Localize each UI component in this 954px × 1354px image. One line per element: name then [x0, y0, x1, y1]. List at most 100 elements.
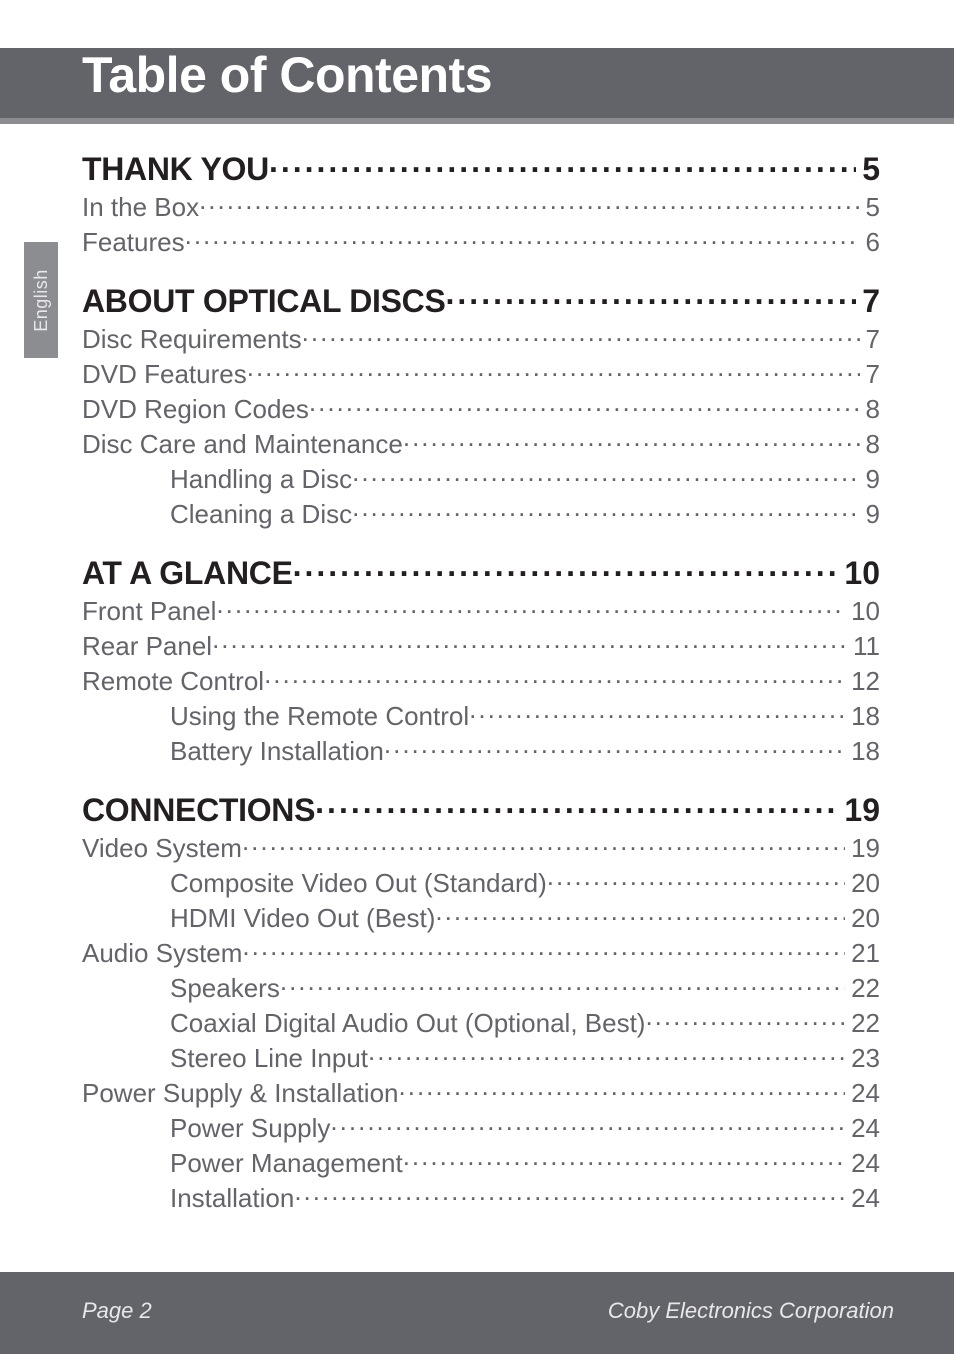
toc-entry-label: Installation: [170, 1183, 294, 1214]
toc-entry: Rear Panel 11: [82, 629, 880, 662]
toc-entry-page: 18: [845, 736, 880, 767]
toc-entry: Power Supply & Installation 24: [82, 1076, 880, 1109]
toc-entry-label: Remote Control: [82, 666, 264, 697]
toc-entry-label: Composite Video Out (Standard): [170, 868, 547, 899]
toc-entry-page: 24: [845, 1078, 880, 1109]
toc-entry: Power Management 24: [82, 1146, 880, 1179]
toc-entry: Composite Video Out (Standard) 20: [82, 866, 880, 899]
toc-entry-label: DVD Region Codes: [82, 394, 309, 425]
toc-entry-label: Speakers: [170, 973, 280, 1004]
toc-entry-label: In the Box: [82, 192, 199, 223]
toc-entry-label: DVD Features: [82, 359, 247, 390]
toc-entry: Cleaning a Disc 9: [82, 497, 880, 530]
toc-entry-page: 23: [845, 1043, 880, 1074]
toc-entry: Features 6: [82, 225, 880, 258]
toc-entry-label: Disc Requirements: [82, 324, 302, 355]
footer-company: Coby Electronics Corporation: [608, 1298, 894, 1324]
toc-entry-page: 24: [845, 1148, 880, 1179]
toc-entry: DVD Features 7: [82, 357, 880, 390]
toc-entry-label: Disc Care and Maintenance: [82, 429, 403, 460]
toc-entry-page: 24: [845, 1183, 880, 1214]
toc-leader-dots: [269, 148, 856, 180]
toc-leader-dots: [547, 866, 845, 892]
toc-entry-page: 7: [860, 359, 880, 390]
toc-entry-page: 12: [845, 666, 880, 697]
page-title: Table of Contents: [82, 46, 492, 104]
toc-entry-page: 7: [860, 324, 880, 355]
toc-leader-dots: [199, 190, 859, 216]
toc-entry-page: 21: [845, 938, 880, 969]
toc-entry-page: 6: [860, 227, 880, 258]
toc-leader-dots: [309, 392, 860, 418]
toc-entry-page: 8: [860, 394, 880, 425]
toc-leader-dots: [399, 1076, 846, 1102]
footer-page-number: Page 2: [82, 1298, 152, 1324]
toc-leader-dots: [469, 699, 845, 725]
toc-entry-label: Power Supply: [170, 1113, 330, 1144]
toc-leader-dots: [403, 427, 860, 453]
toc-leader-dots: [384, 734, 845, 760]
table-of-contents: THANK YOU 5 In the Box 5 Features 6 ABOUT O…: [82, 148, 880, 1214]
toc-entry-label: CONNECTIONS: [82, 792, 315, 829]
toc-entry-label: Features: [82, 227, 185, 258]
toc-leader-dots: [645, 1006, 845, 1032]
toc-entry: ABOUT OPTICAL DISCS 7: [82, 280, 880, 320]
toc-entry: Using the Remote Control 18: [82, 699, 880, 732]
toc-leader-dots: [280, 971, 845, 997]
toc-leader-dots: [302, 322, 860, 348]
toc-leader-dots: [264, 664, 845, 690]
toc-leader-dots: [403, 1146, 845, 1172]
toc-entry: Handling a Disc 9: [82, 462, 880, 495]
toc-entry: Video System 19: [82, 831, 880, 864]
toc-leader-dots: [315, 789, 838, 821]
toc-entry: Audio System 21: [82, 936, 880, 969]
toc-entry: AT A GLANCE 10: [82, 552, 880, 592]
toc-entry: Disc Care and Maintenance 8: [82, 427, 880, 460]
toc-entry-label: Front Panel: [82, 596, 216, 627]
toc-entry: Front Panel 10: [82, 594, 880, 627]
toc-entry-page: 18: [845, 701, 880, 732]
toc-entry: THANK YOU 5: [82, 148, 880, 188]
toc-entry-page: 20: [845, 903, 880, 934]
toc-entry-label: Battery Installation: [170, 736, 384, 767]
toc-entry-label: Cleaning a Disc: [170, 499, 352, 530]
toc-entry-page: 11: [847, 631, 880, 662]
toc-entry: Installation 24: [82, 1181, 880, 1214]
toc-leader-dots: [352, 462, 859, 488]
footer-bar: Page 2 Coby Electronics Corporation: [0, 1272, 954, 1354]
toc-entry-label: Power Management: [170, 1148, 403, 1179]
toc-entry-page: 8: [860, 429, 880, 460]
toc-leader-dots: [212, 629, 847, 655]
language-tab-label: English: [31, 269, 52, 332]
toc-leader-dots: [446, 280, 857, 312]
toc-entry-label: Using the Remote Control: [170, 701, 469, 732]
toc-entry-label: Stereo Line Input: [170, 1043, 368, 1074]
toc-entry: Stereo Line Input 23: [82, 1041, 880, 1074]
toc-entry-page: 5: [856, 151, 880, 188]
toc-entry: Battery Installation 18: [82, 734, 880, 767]
toc-entry-label: THANK YOU: [82, 151, 269, 188]
toc-entry: Remote Control 12: [82, 664, 880, 697]
toc-leader-dots: [242, 936, 845, 962]
toc-leader-dots: [242, 831, 845, 857]
toc-entry-label: Coaxial Digital Audio Out (Optional, Bes…: [170, 1008, 645, 1039]
toc-entry-label: Video System: [82, 833, 242, 864]
toc-entry-label: Rear Panel: [82, 631, 212, 662]
toc-entry-page: 7: [856, 283, 880, 320]
toc-leader-dots: [352, 497, 859, 523]
toc-leader-dots: [216, 594, 845, 620]
toc-entry: Coaxial Digital Audio Out (Optional, Bes…: [82, 1006, 880, 1039]
toc-entry: CONNECTIONS 19: [82, 789, 880, 829]
toc-entry-page: 24: [845, 1113, 880, 1144]
toc-entry-page: 10: [845, 596, 880, 627]
toc-entry-label: AT A GLANCE: [82, 555, 293, 592]
toc-entry: HDMI Video Out (Best) 20: [82, 901, 880, 934]
toc-entry-label: HDMI Video Out (Best): [170, 903, 435, 934]
toc-entry-label: ABOUT OPTICAL DISCS: [82, 283, 446, 320]
language-tab: English: [24, 242, 58, 358]
toc-entry-page: 19: [838, 792, 880, 829]
toc-leader-dots: [247, 357, 860, 383]
toc-entry: DVD Region Codes 8: [82, 392, 880, 425]
toc-entry-page: 10: [838, 555, 880, 592]
toc-entry-page: 20: [845, 868, 880, 899]
